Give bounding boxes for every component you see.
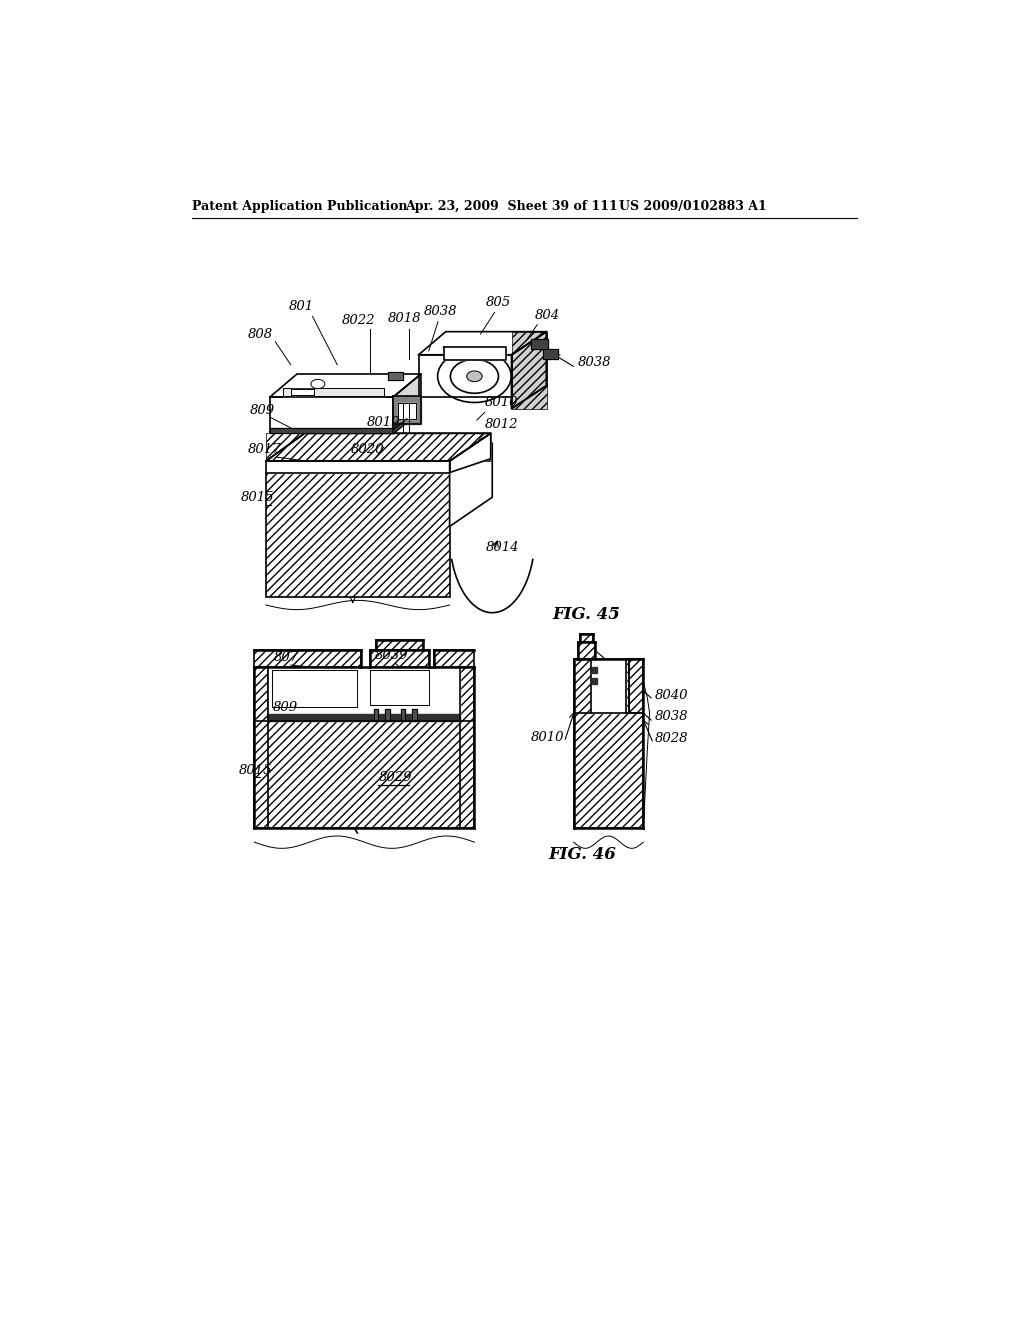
- Polygon shape: [266, 461, 450, 473]
- Polygon shape: [592, 667, 597, 673]
- Text: 8040: 8040: [655, 689, 688, 702]
- Polygon shape: [450, 444, 493, 527]
- Text: 8028: 8028: [655, 733, 688, 744]
- Text: FIG. 46: FIG. 46: [549, 846, 616, 863]
- Polygon shape: [531, 339, 548, 350]
- Text: 8038: 8038: [578, 356, 611, 370]
- Polygon shape: [400, 709, 406, 721]
- Text: Patent Application Publication: Patent Application Publication: [193, 199, 408, 213]
- Polygon shape: [268, 667, 461, 721]
- Polygon shape: [393, 407, 419, 434]
- Text: 8017: 8017: [248, 442, 282, 455]
- Polygon shape: [272, 671, 356, 706]
- Bar: [266, 433, 490, 461]
- Bar: [254, 667, 268, 829]
- Text: 8019: 8019: [367, 416, 400, 429]
- Text: 8010: 8010: [484, 396, 518, 409]
- Bar: [512, 331, 547, 409]
- Bar: [573, 659, 643, 829]
- Text: 8038: 8038: [424, 305, 458, 318]
- Text: 801: 801: [289, 300, 313, 313]
- Polygon shape: [592, 678, 597, 684]
- Polygon shape: [397, 404, 417, 418]
- Text: Apr. 23, 2009  Sheet 39 of 111: Apr. 23, 2009 Sheet 39 of 111: [406, 199, 618, 213]
- Polygon shape: [591, 659, 627, 713]
- Text: 8020: 8020: [351, 442, 385, 455]
- Polygon shape: [266, 444, 493, 473]
- Text: 8029: 8029: [378, 771, 412, 784]
- Bar: [254, 649, 360, 667]
- Polygon shape: [283, 388, 384, 396]
- Polygon shape: [266, 433, 490, 461]
- Text: 8014: 8014: [486, 541, 519, 554]
- Polygon shape: [374, 709, 378, 721]
- Bar: [254, 721, 474, 829]
- Bar: [376, 640, 423, 649]
- Polygon shape: [444, 347, 506, 360]
- Text: 8012: 8012: [484, 418, 518, 430]
- Bar: [266, 473, 450, 597]
- Text: 807: 807: [273, 651, 299, 664]
- Text: 8010: 8010: [531, 730, 564, 743]
- Polygon shape: [370, 671, 429, 705]
- Polygon shape: [450, 433, 490, 473]
- Text: 8015: 8015: [241, 491, 273, 504]
- Text: 8015: 8015: [239, 764, 272, 777]
- Text: 805: 805: [486, 296, 511, 309]
- Polygon shape: [270, 428, 393, 433]
- Bar: [434, 649, 474, 667]
- Bar: [630, 659, 643, 713]
- Polygon shape: [385, 709, 390, 721]
- Polygon shape: [291, 389, 314, 395]
- Polygon shape: [419, 331, 547, 355]
- Bar: [370, 649, 429, 667]
- Polygon shape: [393, 374, 421, 420]
- Polygon shape: [419, 355, 512, 397]
- Text: FIG. 45: FIG. 45: [553, 606, 621, 623]
- Text: 809: 809: [250, 404, 274, 417]
- Polygon shape: [268, 714, 461, 721]
- Text: 8038: 8038: [655, 710, 688, 723]
- Bar: [461, 667, 474, 829]
- Polygon shape: [512, 331, 547, 409]
- Ellipse shape: [467, 371, 482, 381]
- Text: US 2009/0102883 A1: US 2009/0102883 A1: [620, 199, 767, 213]
- Text: 8039: 8039: [375, 649, 408, 661]
- Text: 809: 809: [273, 701, 298, 714]
- Text: 8022: 8022: [342, 314, 376, 327]
- Polygon shape: [413, 709, 417, 721]
- Polygon shape: [388, 372, 403, 380]
- Text: 804: 804: [535, 309, 560, 322]
- Text: 808: 808: [248, 327, 273, 341]
- Ellipse shape: [451, 359, 499, 393]
- Bar: [578, 642, 595, 659]
- Polygon shape: [393, 396, 421, 424]
- Polygon shape: [270, 374, 421, 397]
- Polygon shape: [543, 350, 558, 359]
- Polygon shape: [270, 397, 393, 432]
- Text: 8018: 8018: [388, 313, 421, 326]
- Bar: [580, 635, 593, 642]
